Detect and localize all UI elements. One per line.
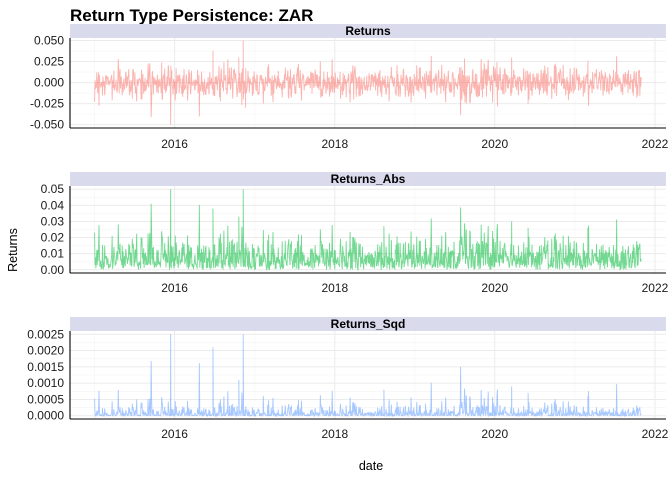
facet-strip: [70, 24, 666, 38]
chart-title: Return Type Persistence: ZAR: [70, 6, 313, 25]
x-tick-label: 2022: [642, 427, 669, 441]
facet-panels: Returns -0.050 -0.025 0.000 0.025 0.050 2016 20…: [27, 24, 669, 441]
x-tick-label: 2020: [481, 137, 508, 151]
y-tick-label: 0.04: [41, 198, 65, 212]
y-tick-label: 0.02: [41, 231, 65, 245]
y-tick-label: 0.0025: [27, 327, 64, 341]
facet-strip: [70, 172, 666, 186]
facet-strip-label: Returns_Sqd: [331, 317, 406, 331]
y-tick-label: 0.0010: [27, 376, 64, 390]
facet-strip: [70, 317, 666, 331]
x-tick-label: 2016: [161, 281, 188, 295]
y-tick-label: 0.050: [34, 34, 64, 48]
y-axis-title: Returns: [6, 228, 20, 272]
y-tick-label: 0.0000: [27, 409, 64, 423]
y-tick-label: 0.000: [34, 76, 64, 90]
series-line: [94, 334, 642, 418]
y-tick-label: 0.0020: [27, 344, 64, 358]
panel-2: Returns_Abs 0.00 0.01 0.02 0.03 0.04 0.05 2016 2…: [41, 172, 669, 295]
x-tick-label: 2022: [642, 137, 669, 151]
y-tick-label: 0.0015: [27, 360, 64, 374]
y-tick-label: -0.025: [30, 97, 64, 111]
facet-strip-label: Returns: [345, 24, 391, 38]
x-tick-label: 2016: [161, 137, 188, 151]
x-tick-label: 2022: [642, 281, 669, 295]
panel-3: Returns_Sqd 0.0000 0.0005 0.0010 0.0015 0.002…: [27, 317, 669, 441]
x-axis-title: date: [359, 459, 383, 473]
series-line: [94, 40, 642, 125]
x-tick-label: 2020: [481, 427, 508, 441]
facet-strip-label: Returns_Abs: [331, 172, 406, 186]
x-tick-label: 2018: [321, 427, 348, 441]
y-tick-label: 0.01: [41, 247, 65, 261]
y-tick-label: -0.050: [30, 118, 64, 132]
x-tick-label: 2016: [161, 427, 188, 441]
x-tick-label: 2020: [481, 281, 508, 295]
y-tick-label: 0.05: [41, 182, 65, 196]
y-tick-label: 0.025: [34, 55, 64, 69]
x-tick-label: 2018: [321, 281, 348, 295]
y-tick-label: 0.0005: [27, 392, 64, 406]
y-tick-label: 0.00: [41, 263, 65, 277]
y-tick-label: 0.03: [41, 214, 65, 228]
panel-1: Returns -0.050 -0.025 0.000 0.025 0.050 2016 20…: [30, 24, 669, 151]
x-tick-label: 2018: [321, 137, 348, 151]
series-line: [94, 189, 642, 272]
